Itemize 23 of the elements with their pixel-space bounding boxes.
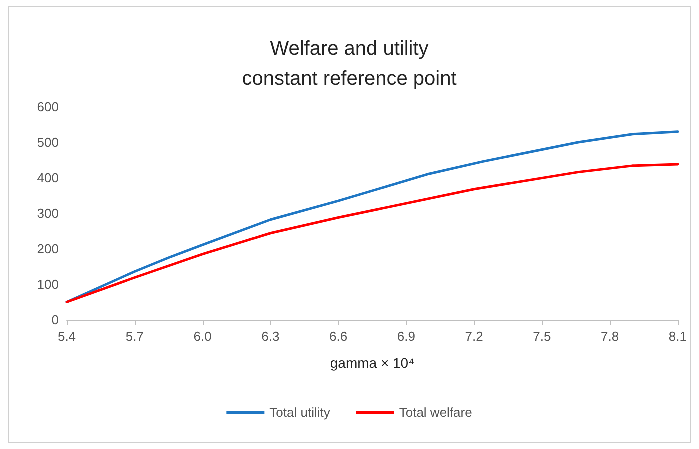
line-series <box>66 130 680 304</box>
x-tick-label: 6.3 <box>262 329 280 344</box>
x-tick-label: 6.6 <box>330 329 348 344</box>
y-tick-label: 600 <box>37 100 59 114</box>
y-tick-label: 500 <box>37 135 59 150</box>
y-tick-label: 300 <box>37 206 59 221</box>
x-tick-label: 6.9 <box>397 329 416 344</box>
x-tick-label: 7.8 <box>601 329 620 344</box>
x-tick-label: 5.4 <box>58 329 76 344</box>
x-tick-label: 7.5 <box>533 329 552 344</box>
y-tick-label: 200 <box>37 242 59 256</box>
y-tick-label: 100 <box>37 277 59 292</box>
y-tick-label: 0 <box>52 312 59 328</box>
legend-label: Total utility <box>270 405 331 420</box>
x-axis-title: gamma × 10⁴ <box>330 355 415 371</box>
x-tick-label: 6.0 <box>194 329 212 344</box>
x-tick-label: 5.7 <box>126 329 144 344</box>
x-tick-label: 7.2 <box>465 329 484 344</box>
x-tick-label: 8.1 <box>668 329 688 344</box>
chart-title: Welfare and utility constant reference point <box>242 38 458 90</box>
legend-label: Total welfare <box>399 405 472 420</box>
line-series <box>66 163 680 304</box>
y-tick-label: 400 <box>37 170 59 186</box>
